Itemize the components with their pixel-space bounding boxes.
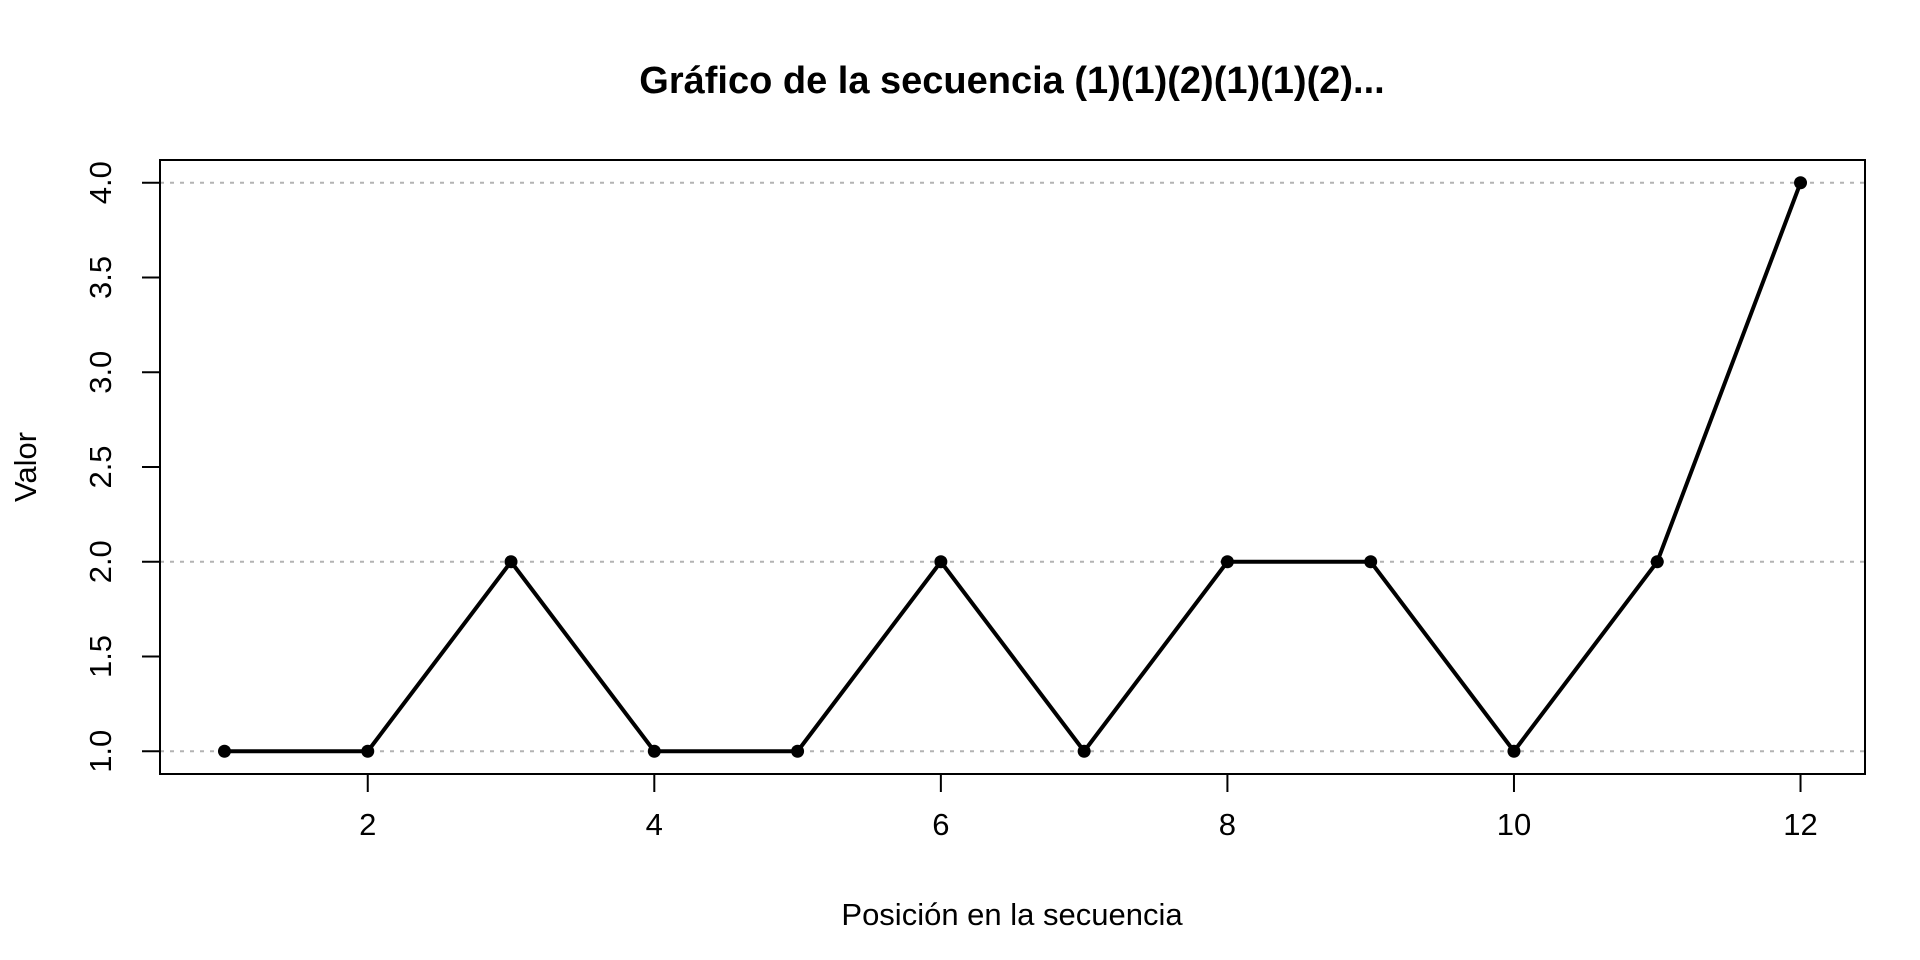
y-tick-label: 3.0 [83,351,118,394]
series-line-0 [224,182,1803,754]
x-axis: 2 4 6 8 10 12 [359,773,1818,842]
x-tick-label: 4 [646,807,663,842]
data-point [1220,555,1234,569]
data-point [1794,176,1808,190]
data-point [504,555,518,569]
chart-title: Gráfico de la secuencia (1)(1)(2)(1)(1)(… [639,60,1384,102]
data-point [934,555,948,569]
data-point [647,744,661,758]
y-tick-label: 2.5 [83,445,118,488]
x-tick-label: 6 [932,807,949,842]
data-point [1650,555,1664,569]
x-axis-label: Posición en la secuencia [841,897,1183,932]
reference-lines [160,181,1865,753]
data-point [217,744,231,758]
data-point [361,744,375,758]
data-point [1507,744,1521,758]
y-tick-label: 1.0 [83,730,118,773]
data-point [1364,555,1378,569]
data-point [791,744,805,758]
x-tick-label: 2 [359,807,376,842]
x-tick-label: 8 [1219,807,1236,842]
x-tick-label: 10 [1497,807,1531,842]
y-axis: 1.0 1.5 2.0 2.5 3.0 3.5 4.0 [83,161,161,773]
y-axis-label: Valor [8,432,43,502]
series-layer [217,176,1808,758]
y-tick-label: 4.0 [83,161,118,204]
plot-frame [159,159,1866,775]
y-tick-label: 3.5 [83,256,118,299]
y-tick-label: 2.0 [83,540,118,583]
y-tick-label: 1.5 [83,635,118,678]
x-tick-label: 12 [1783,807,1817,842]
data-point [1077,744,1091,758]
